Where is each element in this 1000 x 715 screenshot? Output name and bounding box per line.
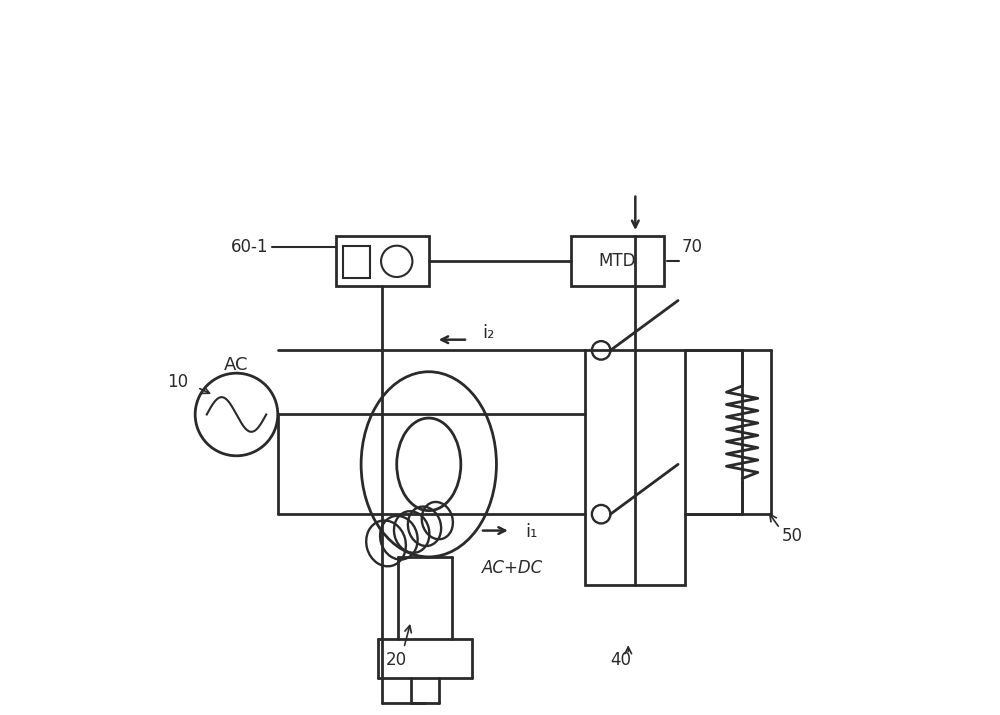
Text: AC: AC — [224, 355, 249, 374]
Text: 50: 50 — [781, 526, 802, 545]
Text: 40: 40 — [611, 651, 632, 669]
Text: 10: 10 — [168, 373, 189, 391]
Text: 20: 20 — [386, 651, 407, 669]
Text: 60-1: 60-1 — [231, 238, 269, 256]
Text: AC+DC: AC+DC — [482, 558, 543, 576]
Text: 70: 70 — [682, 238, 703, 256]
Text: i₂: i₂ — [482, 324, 495, 342]
Text: MTD: MTD — [599, 252, 636, 270]
Text: i₁: i₁ — [525, 523, 537, 541]
